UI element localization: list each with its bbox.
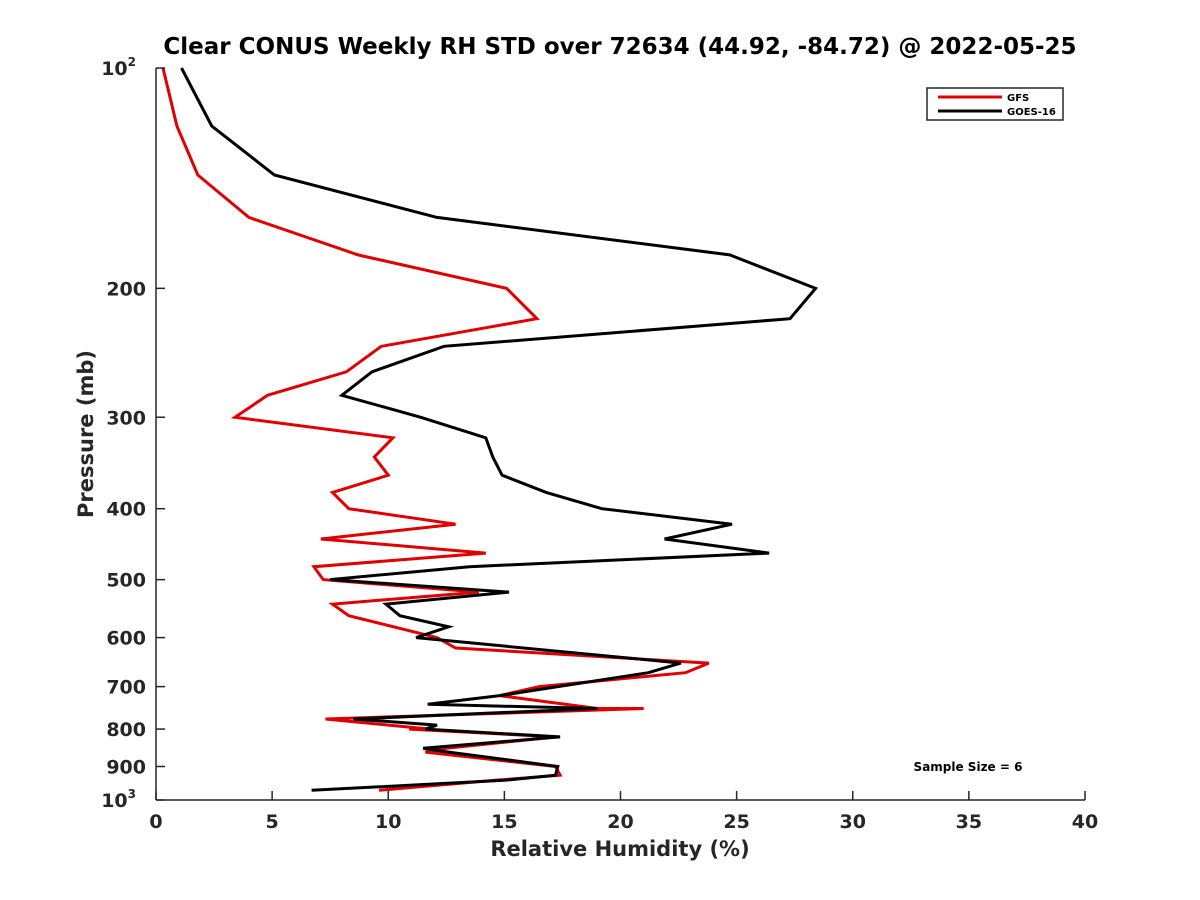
y-tick-exponent: 2 [128,55,136,69]
chart-title: Clear CONUS Weekly RH STD over 72634 (44… [163,34,1076,60]
y-tick-label: 400 [106,499,146,521]
y-tick-label: 300 [106,407,146,429]
y-tick-label: 700 [106,677,146,699]
x-ticks: 0 5 10 15 20 25 30 35 40 [149,791,1098,833]
axes: 0 5 10 15 20 25 30 35 40 10220030040050060070080… [101,55,1098,833]
series-layer [161,67,819,792]
y-tick-label: 200 [106,278,146,300]
x-tick-label: 15 [491,811,517,833]
x-tick-label: 0 [149,811,162,833]
legend-label-goes16: GOES-16 [1007,107,1056,118]
x-tick-label: 5 [266,811,279,833]
y-tick-label: 600 [106,628,146,650]
x-tick-label: 25 [723,811,749,833]
x-tick-label: 40 [1072,811,1098,833]
sample-size-annotation: Sample Size = 6 [914,760,1023,774]
legend-label-gfs: GFS [1007,93,1029,104]
legend-box [926,87,1064,121]
series-line-goes16 [180,67,819,792]
x-axis-label: Relative Humidity (%) [490,837,749,861]
y-tick-label: 500 [106,570,146,592]
y-tick-exponent: 3 [128,787,136,801]
legend: GFS GOES-16 [926,87,1064,121]
y-axis-label: Pressure (mb) [74,350,98,518]
x-tick-label: 10 [375,811,401,833]
x-tick-label: 20 [607,811,633,833]
x-tick-label: 30 [840,811,866,833]
y-tick-label: 900 [106,757,146,779]
y-tick-label: 800 [106,719,146,741]
x-tick-label: 35 [956,811,982,833]
